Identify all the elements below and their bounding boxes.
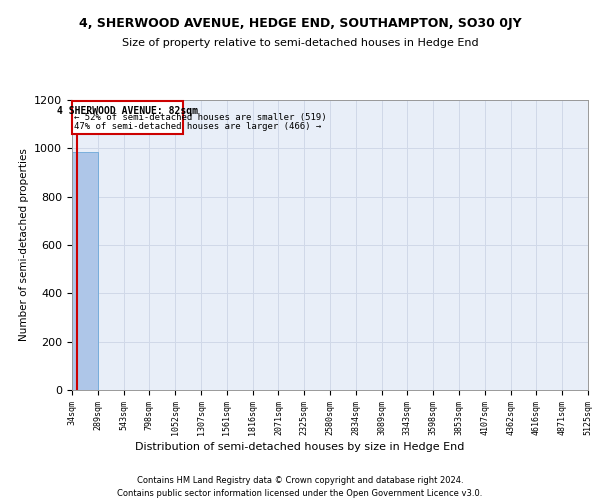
Text: Distribution of semi-detached houses by size in Hedge End: Distribution of semi-detached houses by …: [136, 442, 464, 452]
Y-axis label: Number of semi-detached properties: Number of semi-detached properties: [19, 148, 29, 342]
Text: 47% of semi-detached houses are larger (466) →: 47% of semi-detached houses are larger (…: [74, 122, 321, 131]
Text: Contains HM Land Registry data © Crown copyright and database right 2024.: Contains HM Land Registry data © Crown c…: [137, 476, 463, 485]
FancyBboxPatch shape: [72, 101, 183, 134]
Bar: [72, 152, 98, 390]
Text: Size of property relative to semi-detached houses in Hedge End: Size of property relative to semi-detach…: [122, 38, 478, 48]
Text: 4, SHERWOOD AVENUE, HEDGE END, SOUTHAMPTON, SO30 0JY: 4, SHERWOOD AVENUE, HEDGE END, SOUTHAMPT…: [79, 18, 521, 30]
Text: Contains public sector information licensed under the Open Government Licence v3: Contains public sector information licen…: [118, 489, 482, 498]
Text: ← 52% of semi-detached houses are smaller (519): ← 52% of semi-detached houses are smalle…: [74, 114, 326, 122]
Text: 4 SHERWOOD AVENUE: 82sqm: 4 SHERWOOD AVENUE: 82sqm: [57, 106, 198, 116]
